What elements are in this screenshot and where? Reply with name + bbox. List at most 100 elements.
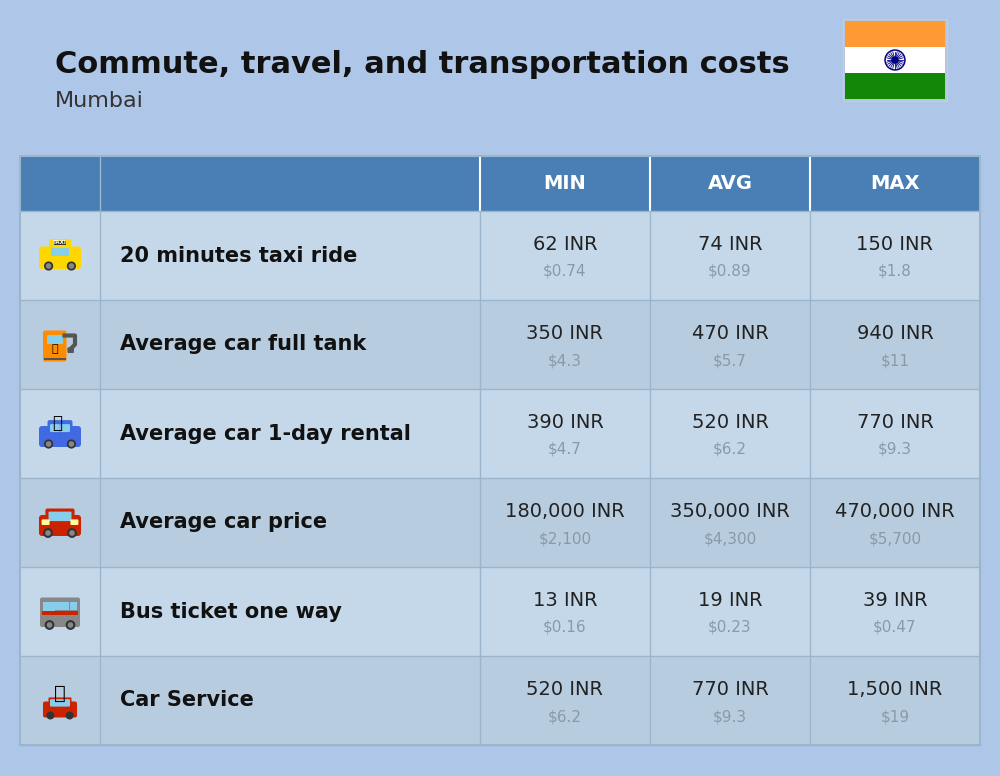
FancyBboxPatch shape — [54, 241, 66, 245]
Text: Average car 1-day rental: Average car 1-day rental — [120, 424, 411, 444]
Text: 🔑: 🔑 — [52, 414, 62, 432]
Circle shape — [68, 623, 73, 627]
Circle shape — [44, 528, 52, 537]
Text: 770 INR: 770 INR — [692, 680, 768, 699]
FancyBboxPatch shape — [39, 515, 81, 536]
Text: TAXI: TAXI — [53, 241, 67, 245]
Text: 350 INR: 350 INR — [526, 324, 604, 343]
FancyBboxPatch shape — [62, 601, 69, 609]
Text: $0.16: $0.16 — [543, 620, 587, 635]
FancyBboxPatch shape — [67, 348, 74, 353]
Text: 19 INR: 19 INR — [698, 591, 762, 610]
Text: $0.74: $0.74 — [543, 264, 587, 279]
FancyBboxPatch shape — [20, 156, 980, 211]
FancyBboxPatch shape — [49, 239, 71, 252]
FancyBboxPatch shape — [43, 702, 77, 718]
Text: 1,500 INR: 1,500 INR — [847, 680, 943, 699]
Text: 74 INR: 74 INR — [698, 235, 762, 254]
FancyBboxPatch shape — [43, 331, 66, 362]
Text: 150 INR: 150 INR — [856, 235, 934, 254]
Circle shape — [46, 531, 50, 535]
FancyBboxPatch shape — [20, 389, 980, 478]
Text: $0.89: $0.89 — [708, 264, 752, 279]
FancyBboxPatch shape — [47, 601, 54, 609]
FancyBboxPatch shape — [51, 248, 60, 256]
Text: MAX: MAX — [870, 174, 920, 193]
Circle shape — [70, 531, 74, 535]
FancyBboxPatch shape — [42, 601, 55, 611]
FancyBboxPatch shape — [60, 424, 70, 432]
Text: 39 INR: 39 INR — [863, 591, 927, 610]
FancyBboxPatch shape — [845, 21, 945, 47]
Text: Average car price: Average car price — [120, 512, 327, 532]
FancyBboxPatch shape — [50, 424, 60, 432]
Text: $11: $11 — [881, 353, 910, 368]
FancyBboxPatch shape — [70, 601, 77, 609]
Text: $2,100: $2,100 — [538, 531, 592, 546]
Text: $0.23: $0.23 — [708, 620, 752, 635]
Circle shape — [69, 264, 74, 268]
Text: 470 INR: 470 INR — [692, 324, 768, 343]
Circle shape — [45, 262, 52, 270]
Text: $6.2: $6.2 — [713, 442, 747, 457]
Circle shape — [885, 50, 905, 70]
Text: Average car full tank: Average car full tank — [120, 334, 366, 355]
FancyBboxPatch shape — [845, 73, 945, 99]
Text: $6.2: $6.2 — [548, 709, 582, 724]
Circle shape — [45, 440, 52, 448]
FancyBboxPatch shape — [20, 567, 980, 656]
Text: 470,000 INR: 470,000 INR — [835, 502, 955, 521]
FancyBboxPatch shape — [48, 698, 72, 706]
Circle shape — [892, 57, 898, 63]
Text: 940 INR: 940 INR — [857, 324, 933, 343]
Text: $9.3: $9.3 — [713, 709, 747, 724]
Text: $4,300: $4,300 — [703, 531, 757, 546]
FancyBboxPatch shape — [845, 47, 945, 73]
Text: $4.7: $4.7 — [548, 442, 582, 457]
Text: $5.7: $5.7 — [713, 353, 747, 368]
Circle shape — [69, 442, 74, 446]
Text: MIN: MIN — [544, 174, 586, 193]
Circle shape — [46, 442, 51, 446]
FancyBboxPatch shape — [40, 598, 80, 627]
Text: 350,000 INR: 350,000 INR — [670, 502, 790, 521]
Circle shape — [68, 262, 75, 270]
Text: 180,000 INR: 180,000 INR — [505, 502, 625, 521]
FancyBboxPatch shape — [42, 519, 50, 525]
Text: 20 minutes taxi ride: 20 minutes taxi ride — [120, 245, 357, 265]
FancyBboxPatch shape — [42, 611, 78, 615]
FancyBboxPatch shape — [20, 300, 980, 389]
Text: 62 INR: 62 INR — [533, 235, 597, 254]
Circle shape — [66, 712, 73, 719]
FancyBboxPatch shape — [45, 508, 75, 521]
FancyBboxPatch shape — [39, 247, 81, 269]
Text: $0.47: $0.47 — [873, 620, 917, 635]
FancyBboxPatch shape — [20, 478, 980, 567]
Text: $4.3: $4.3 — [548, 353, 582, 368]
Text: 770 INR: 770 INR — [857, 413, 933, 432]
FancyBboxPatch shape — [48, 420, 72, 432]
FancyBboxPatch shape — [70, 519, 78, 525]
Circle shape — [887, 51, 904, 68]
Circle shape — [47, 712, 54, 719]
Text: Mumbai: Mumbai — [55, 91, 144, 111]
FancyBboxPatch shape — [20, 211, 980, 300]
Text: $19: $19 — [880, 709, 910, 724]
FancyBboxPatch shape — [48, 511, 72, 521]
FancyBboxPatch shape — [60, 248, 69, 256]
Circle shape — [68, 528, 76, 537]
Text: 💧: 💧 — [52, 344, 58, 354]
FancyBboxPatch shape — [54, 601, 62, 609]
Text: Car Service: Car Service — [120, 691, 254, 711]
Text: Bus ticket one way: Bus ticket one way — [120, 601, 342, 622]
Circle shape — [46, 264, 51, 268]
Text: $9.3: $9.3 — [878, 442, 912, 457]
Circle shape — [68, 440, 75, 448]
FancyBboxPatch shape — [44, 358, 66, 360]
FancyBboxPatch shape — [39, 426, 81, 447]
FancyBboxPatch shape — [47, 334, 62, 344]
Text: 520 INR: 520 INR — [692, 413, 768, 432]
Text: 520 INR: 520 INR — [526, 680, 604, 699]
Text: 🔧: 🔧 — [54, 684, 66, 702]
Text: 390 INR: 390 INR — [527, 413, 603, 432]
